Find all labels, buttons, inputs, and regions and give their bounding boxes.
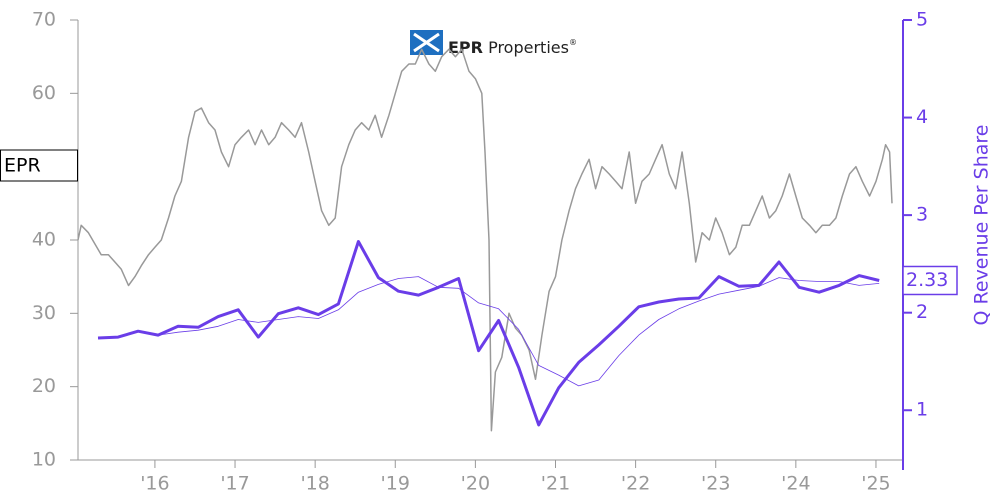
last-value-label: 2.33 — [906, 269, 948, 291]
x-tick-label: '25 — [861, 473, 890, 495]
series-name: EPR — [4, 155, 41, 177]
x-tick-label: '19 — [381, 473, 410, 495]
y2-tick-label: 1 — [916, 399, 928, 421]
x-tick-label: '20 — [461, 473, 490, 495]
y2-axis-title: Q Revenue Per Share — [971, 125, 993, 326]
logo-brand: EPR — [448, 38, 483, 57]
logo-text: EPR Properties® — [448, 38, 577, 57]
y-tick-label: 10 — [32, 449, 56, 471]
x-tick-label: '24 — [781, 473, 810, 495]
logo-mark: ® — [569, 38, 577, 47]
y2-tick-label: 2 — [916, 301, 928, 323]
y2-tick-label: 5 — [916, 9, 928, 31]
logo-name: Properties — [488, 38, 569, 57]
x-tick-label: '16 — [140, 473, 169, 495]
y2-tick-label: 4 — [916, 106, 928, 128]
logo: EPR Properties® — [410, 30, 577, 57]
series-name-box — [0, 149, 78, 182]
y-tick-label: 70 — [32, 9, 56, 31]
last-value-box — [902, 265, 958, 296]
y-tick-label: 60 — [32, 82, 56, 104]
logo-icon-mark — [413, 32, 440, 53]
x-tick-label: '18 — [300, 473, 329, 495]
x-tick-label: '17 — [220, 473, 249, 495]
series-line — [158, 276, 880, 387]
series-line — [77, 48, 893, 432]
y2-tick-label: 3 — [916, 204, 928, 226]
x-tick-label: '22 — [621, 473, 650, 495]
series-line — [97, 240, 880, 427]
x-tick-label: '21 — [541, 473, 570, 495]
y-tick-label: 20 — [32, 375, 56, 397]
y-tick-label: 40 — [32, 229, 56, 251]
y-tick-label: 30 — [32, 302, 56, 324]
x-tick-label: '23 — [701, 473, 730, 495]
